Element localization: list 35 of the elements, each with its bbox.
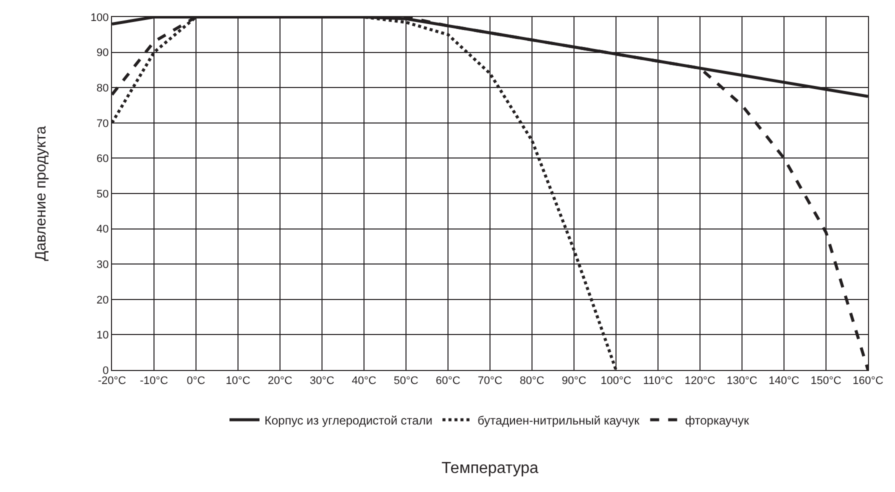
y-tick-label: 100 xyxy=(90,12,109,24)
x-tick-label: -10°C xyxy=(140,375,168,388)
x-tick-label: 80°C xyxy=(520,375,544,388)
x-tick-label: 150°C xyxy=(810,375,842,388)
y-tick-label: 30 xyxy=(96,258,109,271)
legend-label: Корпус из углеродистой стали xyxy=(264,413,432,428)
x-tick-label: 0°C xyxy=(186,375,206,388)
y-tick-label: 70 xyxy=(96,118,109,130)
x-tick-label: 130°C xyxy=(726,375,758,388)
x-tick-label: 120°C xyxy=(684,375,716,388)
y-tick-label: 40 xyxy=(96,224,109,236)
x-tick-label: 140°C xyxy=(768,375,800,388)
x-tick-label: 110°C xyxy=(643,375,673,388)
x-tick-label: 160°C xyxy=(852,375,884,388)
y-axis-title: Давление продукта xyxy=(32,125,50,261)
x-tick-label: 100°C xyxy=(600,375,632,388)
x-tick-label: 90°C xyxy=(562,375,586,388)
x-axis-title: Температура xyxy=(442,460,539,477)
x-tick-label: 10°C xyxy=(226,375,250,388)
x-tick-label: 40°C xyxy=(352,375,376,388)
y-tick-label: 80 xyxy=(96,82,109,94)
y-tick-label: 10 xyxy=(96,330,109,342)
y-tick-label: 50 xyxy=(96,188,109,200)
legend-label: бутадиен-нитрильный каучук xyxy=(477,413,640,428)
y-tick-label: 20 xyxy=(96,294,109,306)
x-tick-label: 60°C xyxy=(436,375,460,388)
y-tick-label: 0 xyxy=(102,364,109,377)
x-tick-label: 70°C xyxy=(478,375,502,388)
y-tick-label: 60 xyxy=(96,153,109,166)
x-tick-label: -20°C xyxy=(98,375,126,388)
y-tick-label: 90 xyxy=(96,47,109,60)
x-tick-label: 50°C xyxy=(394,375,418,388)
x-tick-label: 30°C xyxy=(310,375,334,388)
x-tick-label: 20°C xyxy=(268,375,292,388)
legend-label: фторкаучук xyxy=(685,413,750,428)
